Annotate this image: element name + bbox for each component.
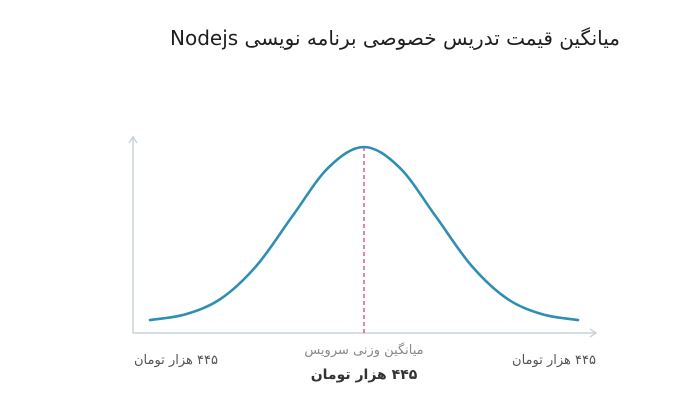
page-title: میانگین قیمت تدریس خصوصی برنامه نویسی No… (170, 26, 620, 50)
x-tick-label-left: ۴۴۵ هزار تومان (134, 353, 218, 368)
y-axis-arrow (128, 135, 138, 144)
series-line-0 (148, 145, 580, 322)
mean-value-label: ۴۴۵ هزار تومان (310, 367, 418, 383)
series-group (148, 145, 580, 322)
chart-axes (128, 135, 598, 338)
mean-caption: میانگین وزنی سرویس (304, 343, 424, 358)
x-tick-label-right: ۴۴۵ هزار تومان (512, 353, 596, 368)
x-axis-arrow (589, 328, 598, 338)
